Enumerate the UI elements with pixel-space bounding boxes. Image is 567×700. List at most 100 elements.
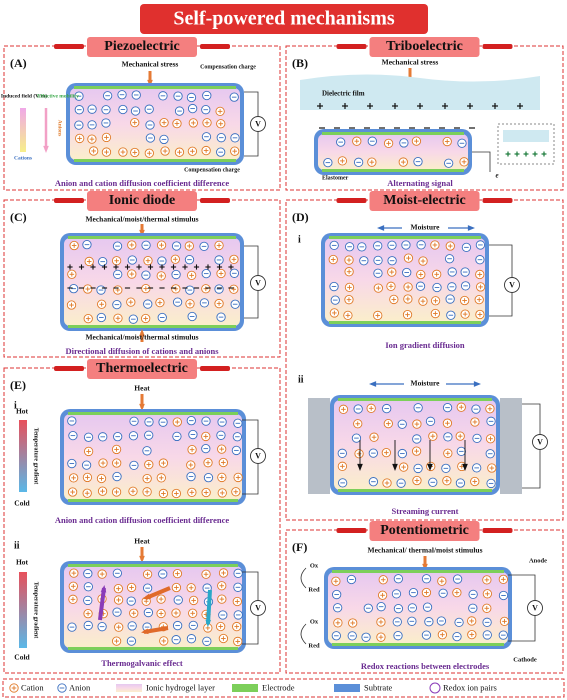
wire — [244, 245, 259, 275]
arrow-head — [139, 403, 145, 411]
arrow — [98, 587, 106, 621]
legend-label: Electrode — [262, 682, 295, 692]
voltmeter — [250, 448, 266, 464]
hydrogel — [328, 572, 508, 644]
gradient-bar — [20, 108, 26, 152]
label: Dielectric film — [322, 90, 365, 98]
caption: Directional diffusion of cations and ani… — [65, 346, 219, 356]
electrode — [322, 132, 464, 135]
voltmeter — [504, 277, 520, 293]
panel-label: (C) — [10, 210, 27, 224]
arrow-head — [143, 593, 151, 600]
panel-badge — [369, 37, 480, 57]
arrow-head — [205, 619, 212, 627]
wire — [242, 571, 259, 600]
legend-frame — [2, 678, 565, 698]
voltmeter-label: V — [509, 280, 515, 289]
panel-badge — [369, 191, 480, 211]
label: i — [298, 234, 301, 245]
panel-title: Triboelectric — [386, 39, 463, 54]
voltmeter-label: V — [537, 437, 543, 446]
wire — [508, 574, 536, 600]
badge-bar — [482, 44, 513, 49]
panel-badge — [87, 359, 197, 379]
label: Mechanical/moist/thermal stimulus — [85, 333, 198, 342]
wire — [489, 293, 513, 317]
panel-title: Moist-electric — [383, 193, 465, 208]
label: Heat — [134, 537, 150, 546]
badge-bar — [200, 366, 230, 371]
hydrogel — [64, 238, 240, 326]
wire — [242, 464, 259, 495]
label: Induced field (V/m) — [1, 92, 47, 99]
caption: Anion and cation diffusion coefficient d… — [55, 515, 230, 525]
electrode — [68, 564, 238, 567]
voltmeter-label: V — [532, 603, 538, 612]
label: Mechanical/moist/thermal stimulus — [85, 215, 198, 224]
label: Heat — [134, 384, 150, 393]
arrow-head — [392, 463, 398, 471]
electrode — [332, 570, 504, 573]
label: i — [14, 400, 17, 411]
title-banner — [140, 4, 428, 34]
arrow-head — [139, 329, 145, 337]
panel-title: Potentiometric — [380, 523, 469, 538]
voltmeter — [250, 275, 266, 291]
label: e — [495, 172, 498, 180]
badge-bar — [54, 198, 84, 203]
caption: Ion gradient diffusion — [385, 340, 465, 350]
electrode — [329, 236, 481, 239]
label: ii — [14, 540, 20, 551]
legend-label: Redox ion pairs — [443, 682, 497, 692]
wire — [522, 403, 541, 434]
label: Hot — [16, 407, 29, 416]
label: Moisture — [410, 379, 440, 388]
panel-title: Piezoelectric — [104, 39, 179, 54]
label: Compensation charge — [200, 64, 256, 70]
label: Cold — [14, 499, 30, 508]
badge-bar — [54, 366, 84, 371]
label: Temperature gradient — [33, 582, 39, 639]
caption: Streaming current — [392, 506, 459, 516]
badge-bar — [336, 44, 367, 49]
electrode — [68, 412, 238, 415]
arrow-head — [141, 628, 149, 635]
badge-bar — [336, 198, 367, 203]
panel-badge — [369, 521, 480, 541]
label: Effective mobility — [37, 93, 79, 99]
redox-cycle — [300, 567, 307, 589]
label: Anode — [529, 557, 547, 564]
electrode — [68, 325, 236, 328]
wire — [242, 419, 259, 448]
legend-label: Anion — [69, 682, 91, 692]
figure-title: Self-powered mechanisms — [173, 8, 394, 30]
caption: Redox reactions between electrodes — [361, 661, 490, 671]
badge-bar — [482, 198, 513, 203]
caption: Alternating signal — [387, 178, 453, 188]
badge-bar — [54, 44, 84, 49]
label: Hot — [16, 558, 29, 567]
label: Temperature gradient — [33, 428, 39, 485]
electrode — [68, 499, 238, 502]
caption: Anion and cation diffusion coefficient d… — [55, 178, 230, 188]
panel-label: (F) — [292, 540, 307, 554]
voltmeter-label: V — [255, 451, 261, 460]
arrow-head — [100, 585, 107, 593]
label: Compensation charge — [184, 167, 240, 173]
badge-bar — [336, 528, 367, 533]
electrode — [338, 398, 492, 401]
legend-label: Cation — [21, 682, 44, 692]
arrow-head — [357, 463, 363, 471]
caption: Thermogalvanic effect — [101, 658, 183, 668]
electrode — [338, 489, 492, 492]
legend-swatch — [429, 682, 441, 694]
hydrogel — [70, 88, 240, 160]
arrow-head — [473, 381, 481, 387]
label: Red — [308, 586, 320, 593]
electrode — [74, 159, 236, 162]
legend-label: Ionic hydrogel layer — [146, 682, 215, 692]
panel-title: Thermoelectric — [96, 361, 188, 376]
label: Ox — [310, 562, 319, 569]
panel-label: (E) — [10, 378, 26, 392]
